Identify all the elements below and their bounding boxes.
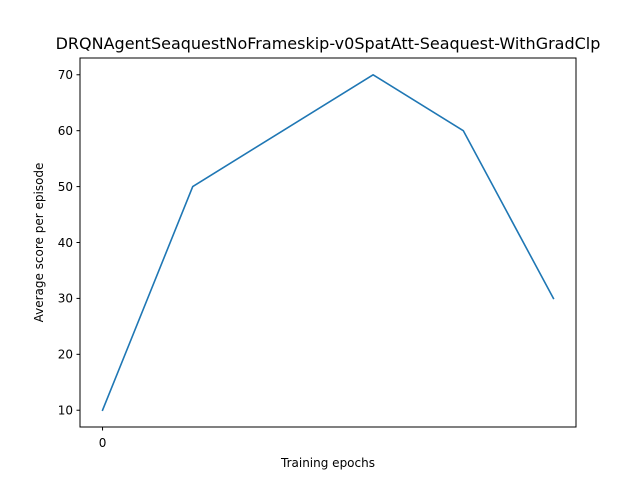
plot-frame <box>79 57 577 428</box>
y-axis-label: Average score per episode <box>32 163 46 323</box>
y-tick-label: 30 <box>58 292 73 306</box>
y-tick-label: 70 <box>58 68 73 82</box>
x-tick-label: 0 <box>99 436 107 450</box>
x-axis-ticks: 0 <box>99 427 107 450</box>
x-axis-label: Training epochs <box>280 456 375 470</box>
series-line <box>101 73 555 412</box>
y-tick-label: 40 <box>58 236 73 250</box>
y-axis-ticks: 10 20 30 40 50 60 70 <box>58 68 80 418</box>
y-tick-label: 10 <box>58 404 73 418</box>
y-tick-label: 60 <box>58 124 73 138</box>
y-tick-label: 20 <box>58 348 73 362</box>
series-layer <box>101 73 555 412</box>
chart-title: DRQNAgentSeaquestNoFrameskip-v0SpatAtt-S… <box>56 34 601 53</box>
y-tick-label: 50 <box>58 180 73 194</box>
plot-area <box>80 58 576 427</box>
